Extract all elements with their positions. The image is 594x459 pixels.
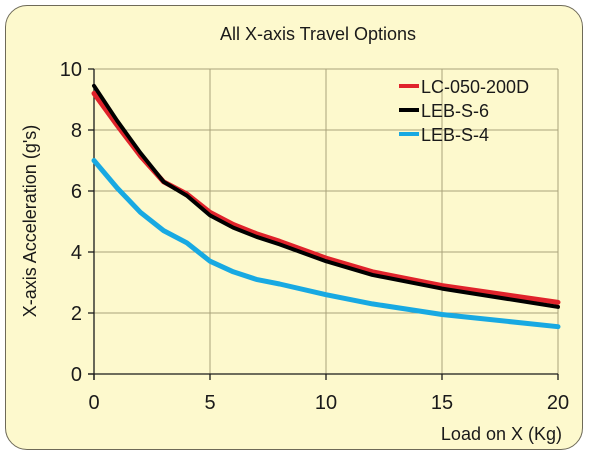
series-line-leb-s-6: [92, 83, 560, 309]
y-tick-label: 8: [71, 120, 82, 142]
x-tick-label: 5: [204, 392, 215, 414]
y-axis-label: X-axis Acceleration (g's): [20, 125, 40, 318]
x-axis-label: Load on X (Kg): [441, 424, 562, 444]
chart: 0 5 10 15 20 0 2 4 6 8 10 LC-050-200D LEB-S-6 LEB-S-…: [20, 24, 569, 444]
x-tick-label: 0: [88, 392, 99, 414]
series-line-leb-s-4: [91, 158, 561, 330]
x-tick-label: 15: [431, 392, 453, 414]
y-tick-label: 10: [60, 59, 82, 81]
chart-title: All X-axis Travel Options: [220, 24, 416, 44]
x-tick-label: 10: [315, 392, 337, 414]
x-tick-label: 20: [547, 392, 569, 414]
legend-label: LEB-S-6: [421, 101, 489, 121]
legend-label: LC-050-200D: [421, 77, 529, 97]
chart-frame: 0 5 10 15 20 0 2 4 6 8 10 LC-050-200D LEB-S-6 LEB-S-…: [5, 5, 583, 450]
y-tick-label: 6: [71, 181, 82, 203]
y-tick-label: 2: [71, 303, 82, 325]
legend-label: LEB-S-4: [421, 125, 489, 145]
y-tick-label: 4: [71, 242, 82, 264]
y-tick-label: 0: [71, 364, 82, 386]
